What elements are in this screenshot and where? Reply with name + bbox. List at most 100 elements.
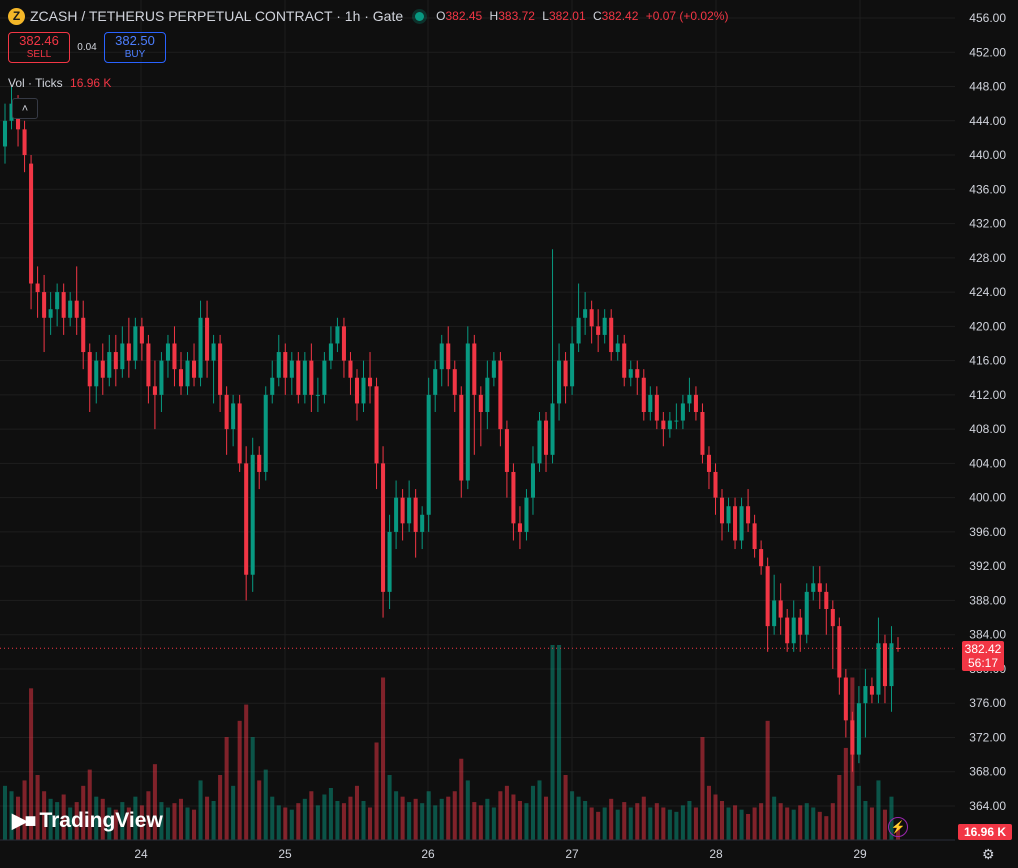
y-tick-label: 364.00 <box>969 799 1006 813</box>
candle-body <box>628 369 633 378</box>
volume-bar <box>348 796 353 840</box>
volume-bar <box>726 807 731 840</box>
candle-body <box>472 343 477 395</box>
settings-gear-icon[interactable]: ⚙ <box>982 846 995 862</box>
symbol-title[interactable]: ZCASH / TETHERUS PERPETUAL CONTRACT · 1h… <box>30 8 404 24</box>
candle-body <box>876 643 881 695</box>
volume-legend[interactable]: Vol · Ticks 16.96 K <box>8 76 111 90</box>
volume-bar <box>48 798 53 840</box>
candle-body <box>439 343 444 370</box>
candle-body <box>648 394 653 412</box>
candle-body <box>381 463 386 592</box>
y-tick-label: 376.00 <box>969 696 1006 710</box>
candle-body <box>635 369 640 378</box>
volume-bar <box>172 803 177 840</box>
candle-body <box>374 386 379 464</box>
volume-bar <box>22 780 27 840</box>
market-status-icon[interactable] <box>415 11 425 21</box>
volume-bar <box>654 803 659 840</box>
volume-bar <box>648 807 653 840</box>
volume-bar <box>817 811 822 840</box>
candle-body <box>733 506 738 541</box>
volume-bar <box>439 798 444 840</box>
volume-bar <box>804 803 809 840</box>
buy-button[interactable]: 382.50 BUY <box>104 32 166 63</box>
tradingview-logo-text: TradingView <box>39 808 163 832</box>
candle-body <box>178 369 184 387</box>
volume-bar <box>550 645 555 840</box>
candle-body <box>192 360 197 378</box>
volume-bar <box>570 791 575 840</box>
volume-bar <box>420 803 425 840</box>
candle-body <box>322 360 327 395</box>
volume-bar <box>211 801 216 840</box>
x-tick-label: 25 <box>278 847 292 861</box>
volume-bar <box>42 791 47 840</box>
volume-bar <box>224 737 229 840</box>
volume-bar <box>74 802 79 840</box>
volume-bar <box>465 780 470 840</box>
volume-bar <box>746 814 751 840</box>
volume-bar <box>152 764 157 840</box>
candle-body <box>856 703 861 755</box>
volume-bar <box>178 798 184 840</box>
volume-bar <box>524 803 529 840</box>
x-tick-label: 24 <box>134 847 148 861</box>
volume-bar <box>276 805 281 840</box>
volume-bar <box>609 798 614 840</box>
volume-bar <box>615 809 620 840</box>
candle-body <box>126 343 131 361</box>
volume-bar <box>824 816 829 840</box>
candle-body <box>661 420 666 430</box>
volume-bar <box>9 791 14 840</box>
candle-body <box>830 609 835 627</box>
volume-bar <box>641 796 646 840</box>
volume-bar <box>35 775 40 840</box>
candle-body <box>817 583 822 592</box>
candle-body <box>563 360 568 387</box>
lightning-icon[interactable]: ⚡ <box>888 817 908 837</box>
sell-button[interactable]: 382.46 SELL <box>8 32 70 63</box>
volume-bar <box>413 798 418 840</box>
candle-body <box>759 549 764 567</box>
tradingview-logo[interactable]: ▶■ TradingView <box>12 808 163 833</box>
volume-bar <box>843 747 848 840</box>
volume-bar <box>785 807 790 840</box>
price-axis[interactable]: 456.00 452.00 448.00 444.00 440.00 436.00 432.… <box>969 11 1006 813</box>
candle-body <box>315 394 320 396</box>
price-candles <box>2 86 901 772</box>
candle-body <box>328 343 333 361</box>
close-value: 382.42 <box>601 9 639 23</box>
candle-body <box>622 343 627 378</box>
y-tick-label: 388.00 <box>969 593 1006 607</box>
candle-body <box>309 360 314 395</box>
last-price-tag: 382.42 56:17 <box>962 641 1004 671</box>
candle-body <box>29 163 34 284</box>
collapse-legend-button[interactable]: ˄ <box>12 98 38 119</box>
chevron-up-icon: ˄ <box>21 102 29 115</box>
candle-body <box>602 317 607 335</box>
high-value: 383.72 <box>498 9 535 23</box>
volume-bar <box>739 809 744 840</box>
candle-body <box>35 283 40 293</box>
volume-bar <box>687 801 692 840</box>
y-tick-label: 436.00 <box>969 182 1006 196</box>
volume-bar <box>543 796 549 840</box>
y-tick-label: 372.00 <box>969 730 1006 744</box>
symbol-header[interactable]: Z ZCASH / TETHERUS PERPETUAL CONTRACT · … <box>8 6 732 26</box>
volume-bar <box>192 809 197 840</box>
candle-body <box>570 343 575 387</box>
candle-body <box>459 394 464 481</box>
candle-body <box>94 360 99 387</box>
time-axis[interactable]: 24 25 26 27 28 29 <box>0 839 955 861</box>
candle-body <box>55 292 60 310</box>
candle-body <box>341 326 346 361</box>
last-price-value: 382.42 <box>964 642 1002 656</box>
candle-body <box>596 326 601 335</box>
x-tick-label: 27 <box>565 847 579 861</box>
volume-bar <box>563 775 568 840</box>
candle-body <box>700 412 705 455</box>
volume-bar <box>798 805 803 840</box>
volume-bar <box>126 807 131 840</box>
